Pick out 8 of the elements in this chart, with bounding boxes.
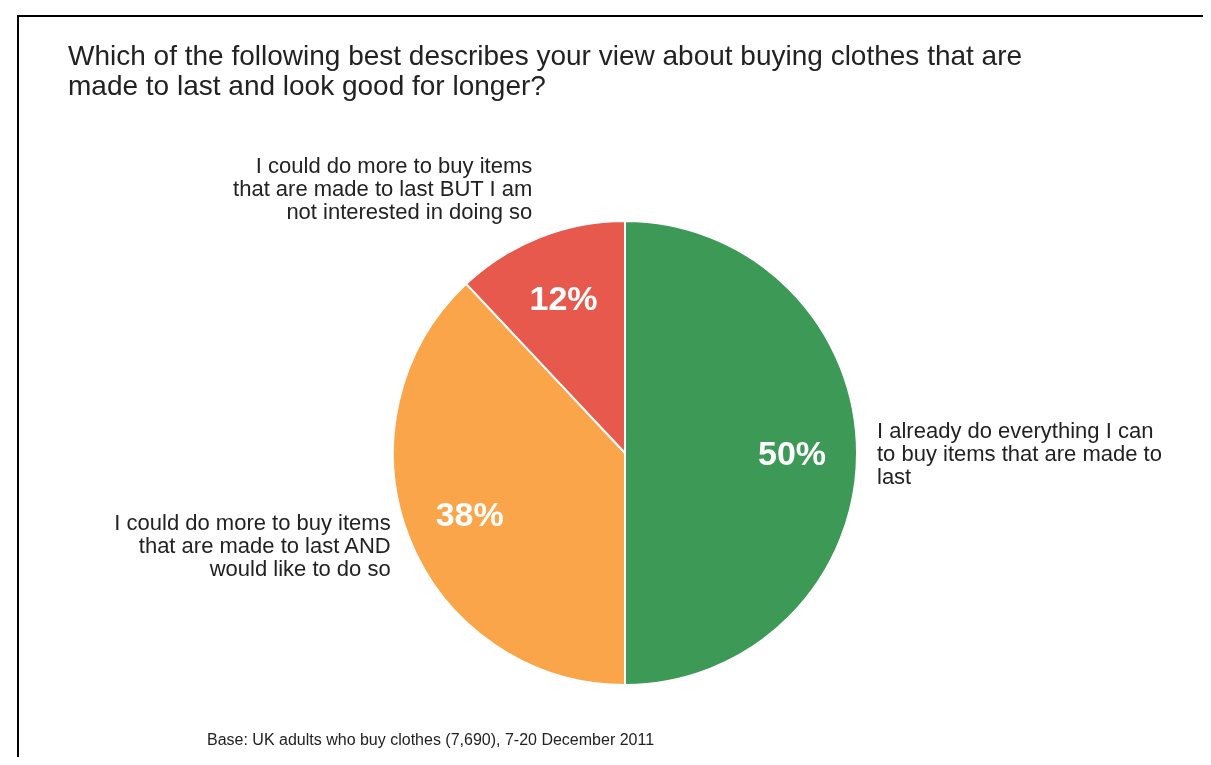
data-label: 38%	[435, 495, 504, 534]
slice-label: I could do more to buy items that are made to last BUT I am not interested in doing so	[233, 153, 533, 225]
text: Base: UK adults who buy clothes (7,690), 7-20 December 2011	[207, 731, 655, 748]
slice-label: I could do more to buy items that are made to last AND would like to do so	[114, 510, 391, 582]
data-label: 50%	[758, 433, 827, 472]
data-label: 12%	[529, 278, 598, 317]
chart-title: Which of the following best describes your view about buying clothes that are made to last and look good for longer?	[68, 40, 1023, 101]
slice-label: I already do everything I can to buy items that are made to last	[877, 417, 1162, 489]
